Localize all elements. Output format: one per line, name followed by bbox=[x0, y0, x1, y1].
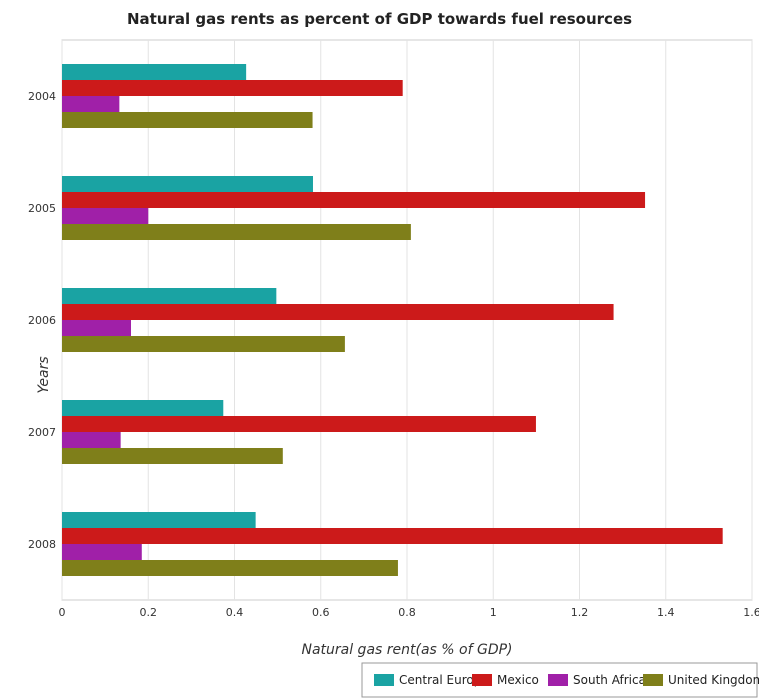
bar-mexico-2007 bbox=[62, 416, 536, 432]
bar-mexico-2004 bbox=[62, 80, 403, 96]
chart-title: Natural gas rents as percent of GDP towa… bbox=[126, 10, 633, 28]
legend-swatch bbox=[643, 674, 663, 686]
bar-south-africa-2008 bbox=[62, 544, 142, 560]
x-tick-label: 0.2 bbox=[140, 606, 158, 619]
y-axis-title: Years bbox=[36, 356, 52, 393]
legend-swatch bbox=[548, 674, 568, 686]
bar-mexico-2006 bbox=[62, 304, 614, 320]
bar-central-europe-2005 bbox=[62, 176, 313, 192]
bar-south-africa-2004 bbox=[62, 96, 120, 112]
legend-label: South Africa bbox=[573, 673, 646, 687]
x-tick-label: 1.4 bbox=[657, 606, 675, 619]
legend-box bbox=[361, 662, 758, 698]
x-axis-title: Natural gas rent(as % of GDP) bbox=[301, 642, 512, 658]
axes: 0 0.2 0.4 0.6 0.8 1 1.2 1.4 1.6 2004 2005 2006 2007 2… bbox=[28, 90, 759, 619]
x-tick-label: 1.6 bbox=[743, 606, 759, 619]
bar-south-africa-2007 bbox=[62, 432, 121, 448]
legend-swatch bbox=[374, 674, 394, 686]
legend-label: Central Europe bbox=[399, 673, 489, 687]
y-tick-label: 2007 bbox=[28, 426, 56, 439]
bar-central-europe-2007 bbox=[62, 400, 224, 416]
x-tick-label: 1 bbox=[490, 606, 497, 619]
bar-central-europe-2008 bbox=[62, 512, 256, 528]
x-tick-label: 0 bbox=[59, 606, 66, 619]
legend-label: Mexico bbox=[497, 673, 539, 687]
legend-label: United Kingdom bbox=[668, 673, 759, 687]
bar-south-africa-2006 bbox=[62, 320, 131, 336]
bar-united-kingdom-2007 bbox=[62, 448, 283, 464]
bars bbox=[62, 64, 723, 576]
x-tick-label: 0.6 bbox=[312, 606, 330, 619]
legend: Central Europe Mexico South Africa United K… bbox=[361, 662, 759, 698]
bar-united-kingdom-2006 bbox=[62, 336, 345, 352]
bar-central-europe-2006 bbox=[62, 288, 277, 304]
x-tick-label: 0.4 bbox=[226, 606, 244, 619]
bar-central-europe-2004 bbox=[62, 64, 247, 80]
x-tick-label: 0.8 bbox=[398, 606, 416, 619]
y-tick-label: 2006 bbox=[28, 314, 56, 327]
bar-united-kingdom-2005 bbox=[62, 224, 411, 240]
y-tick-label: 2004 bbox=[28, 90, 56, 103]
x-tick-label: 1.2 bbox=[571, 606, 589, 619]
bar-mexico-2008 bbox=[62, 528, 723, 544]
bar-south-africa-2005 bbox=[62, 208, 149, 224]
bar-united-kingdom-2008 bbox=[62, 560, 398, 576]
bar-mexico-2005 bbox=[62, 192, 646, 208]
y-tick-label: 2008 bbox=[28, 538, 56, 551]
bar-united-kingdom-2004 bbox=[62, 112, 313, 128]
legend-swatch bbox=[472, 674, 492, 686]
y-tick-label: 2005 bbox=[28, 202, 56, 215]
